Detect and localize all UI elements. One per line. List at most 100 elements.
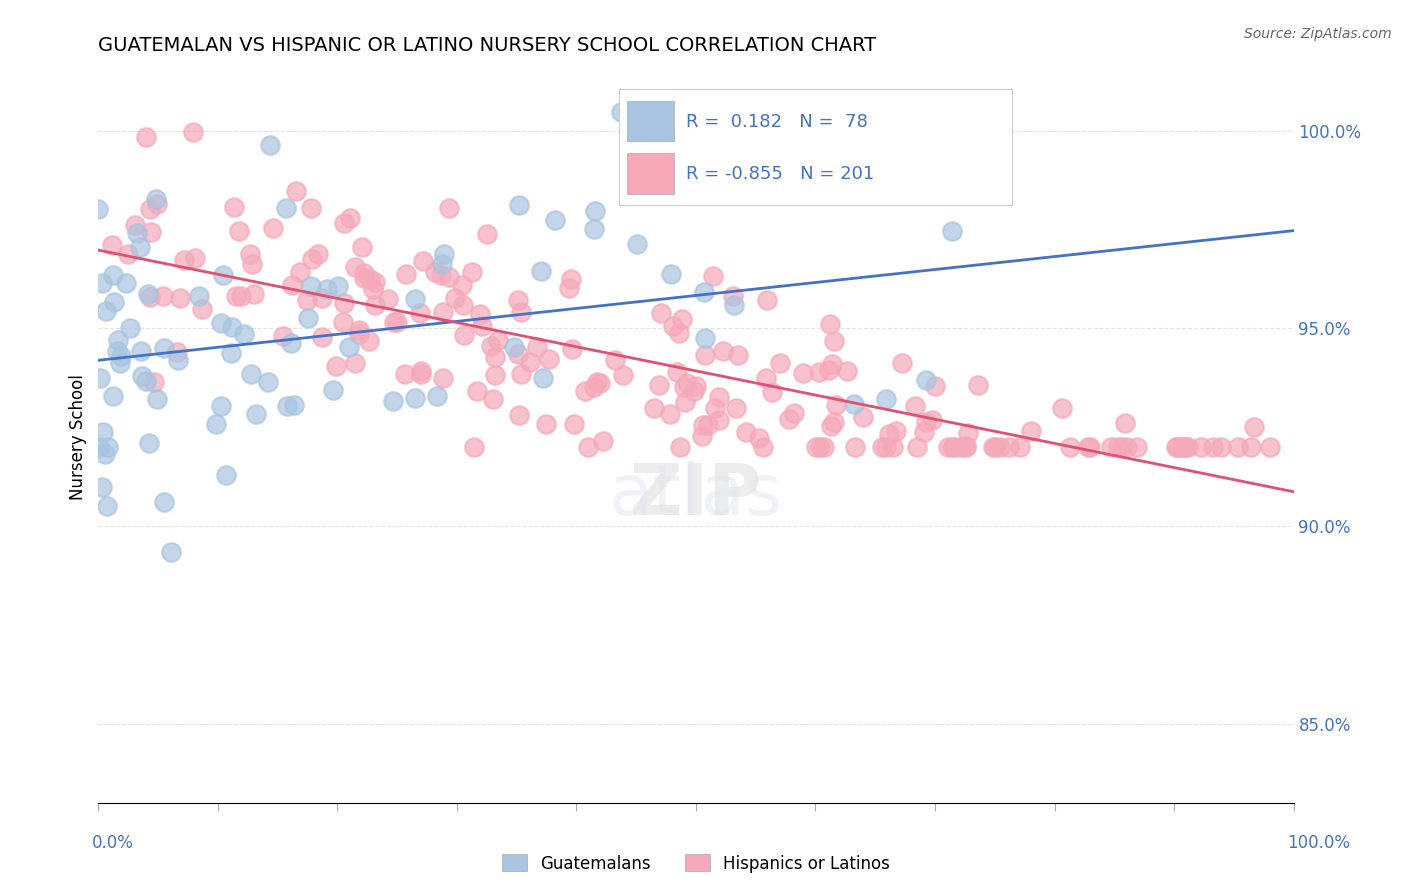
Point <box>209 399 232 413</box>
Point <box>724 401 747 415</box>
Point <box>508 293 530 308</box>
Point <box>461 265 484 279</box>
Point <box>844 397 866 411</box>
Point <box>167 353 190 368</box>
Point <box>281 278 304 293</box>
Point <box>239 367 262 381</box>
Point <box>131 369 153 384</box>
Point <box>136 287 159 301</box>
Point <box>692 418 714 433</box>
Point <box>603 353 626 368</box>
Point <box>890 356 912 370</box>
Point <box>696 417 718 432</box>
Point <box>695 331 717 345</box>
Point <box>359 272 381 286</box>
Point <box>519 355 541 369</box>
Point <box>586 375 609 389</box>
Point <box>1059 440 1081 454</box>
Point <box>301 252 323 266</box>
Point <box>423 265 446 279</box>
Point <box>1099 440 1122 454</box>
Point <box>544 213 567 227</box>
Point <box>184 251 207 265</box>
Point <box>94 303 117 318</box>
Point <box>690 429 713 443</box>
Point <box>332 315 354 329</box>
Point <box>693 348 716 362</box>
Point <box>564 417 586 431</box>
Point <box>385 315 408 329</box>
Point <box>711 344 734 359</box>
Point <box>96 499 118 513</box>
Point <box>955 440 977 454</box>
Text: ZIP: ZIP <box>630 461 762 530</box>
Point <box>942 440 965 454</box>
Point <box>537 352 560 367</box>
Point <box>643 401 665 416</box>
Point <box>439 269 461 284</box>
Point <box>146 392 169 406</box>
Point <box>350 240 373 254</box>
Point <box>824 398 846 412</box>
Point <box>813 440 835 454</box>
Point <box>135 130 157 145</box>
Point <box>752 440 775 454</box>
Point <box>245 407 267 421</box>
Point <box>735 425 758 439</box>
Point <box>582 222 605 236</box>
Point <box>1125 440 1147 454</box>
Point <box>941 224 963 238</box>
Point <box>769 356 792 370</box>
Point <box>723 298 745 312</box>
Point <box>851 410 873 425</box>
Point <box>534 417 557 431</box>
Point <box>429 268 451 283</box>
Point <box>1260 440 1282 454</box>
Point <box>280 336 302 351</box>
Point <box>484 368 506 382</box>
Point <box>191 301 214 316</box>
Point <box>409 367 432 381</box>
Point <box>938 440 960 454</box>
Point <box>224 200 246 214</box>
Point <box>998 440 1021 454</box>
Point <box>283 398 305 412</box>
Point <box>231 289 253 303</box>
FancyBboxPatch shape <box>627 101 673 141</box>
Point <box>274 201 297 215</box>
Point <box>508 198 530 212</box>
Point <box>228 223 250 237</box>
Point <box>957 425 980 440</box>
Point <box>1170 440 1192 454</box>
Point <box>475 227 498 241</box>
Point <box>907 440 929 454</box>
Point <box>818 317 841 331</box>
Point <box>648 378 671 392</box>
Point <box>808 440 831 454</box>
Point <box>692 285 714 300</box>
Point <box>450 278 472 293</box>
Point <box>1174 440 1197 454</box>
Point <box>668 440 690 454</box>
Point <box>437 201 460 215</box>
Point <box>482 392 505 406</box>
Point <box>1078 440 1101 454</box>
Point <box>451 298 474 312</box>
Point <box>409 306 432 320</box>
Point <box>138 290 160 304</box>
Point <box>404 392 426 406</box>
Point <box>723 289 745 303</box>
Point <box>138 435 160 450</box>
Point <box>1211 440 1233 454</box>
Point <box>288 265 311 279</box>
Point <box>835 364 858 378</box>
Point <box>783 406 806 420</box>
Point <box>299 202 322 216</box>
Point <box>502 340 524 354</box>
Point <box>1166 440 1188 454</box>
Point <box>166 345 188 359</box>
Point <box>101 268 124 283</box>
Point <box>582 380 605 394</box>
Point <box>666 365 689 379</box>
Point <box>610 105 633 120</box>
